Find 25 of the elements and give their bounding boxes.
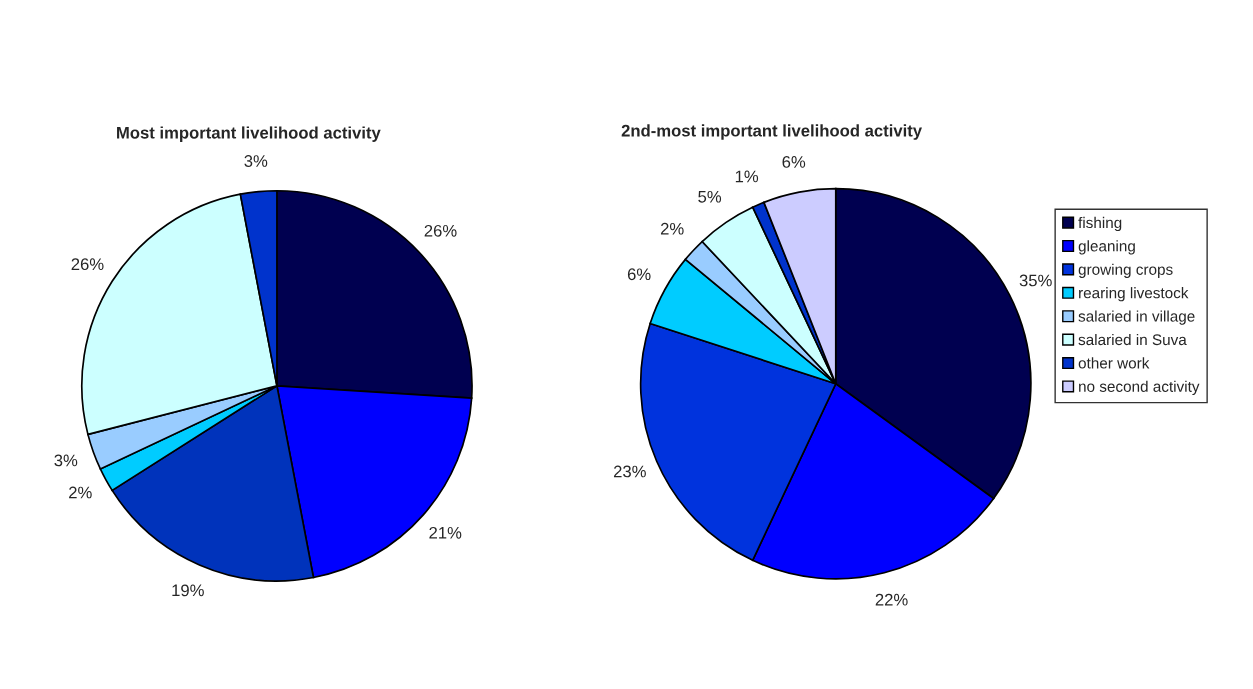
- data-label: 3%: [54, 454, 78, 467]
- data-label: 22%: [875, 593, 908, 606]
- chart-title: Most important livelihood activity: [117, 126, 381, 142]
- chart-title: 2nd-most important livelihood activity: [621, 124, 922, 140]
- legend-label: growing crops: [1078, 263, 1173, 278]
- legend-label: salaried in Suva: [1078, 333, 1187, 346]
- data-label: 21%: [429, 526, 462, 539]
- legend-label: rearing livestock: [1079, 287, 1189, 302]
- data-label: 2%: [69, 486, 92, 499]
- data-label: 3%: [244, 155, 268, 167]
- data-label: 19%: [172, 584, 204, 597]
- legend-label: fishing: [1078, 216, 1122, 232]
- data-label: 35%: [1019, 274, 1052, 287]
- data-label: 2%: [660, 222, 684, 235]
- legend-label: salaried in village: [1078, 310, 1195, 325]
- legend-label: gleaning: [1078, 240, 1135, 255]
- data-label: 1%: [735, 170, 759, 183]
- data-label: 6%: [627, 268, 651, 281]
- data-label: 26%: [424, 224, 457, 237]
- legend-label: no second activity: [1079, 380, 1200, 395]
- legend-label: other work: [1078, 357, 1150, 369]
- data-label: 6%: [782, 156, 806, 168]
- data-label: 23%: [613, 465, 646, 478]
- data-label: 26%: [71, 258, 104, 271]
- data-label: 5%: [698, 190, 722, 203]
